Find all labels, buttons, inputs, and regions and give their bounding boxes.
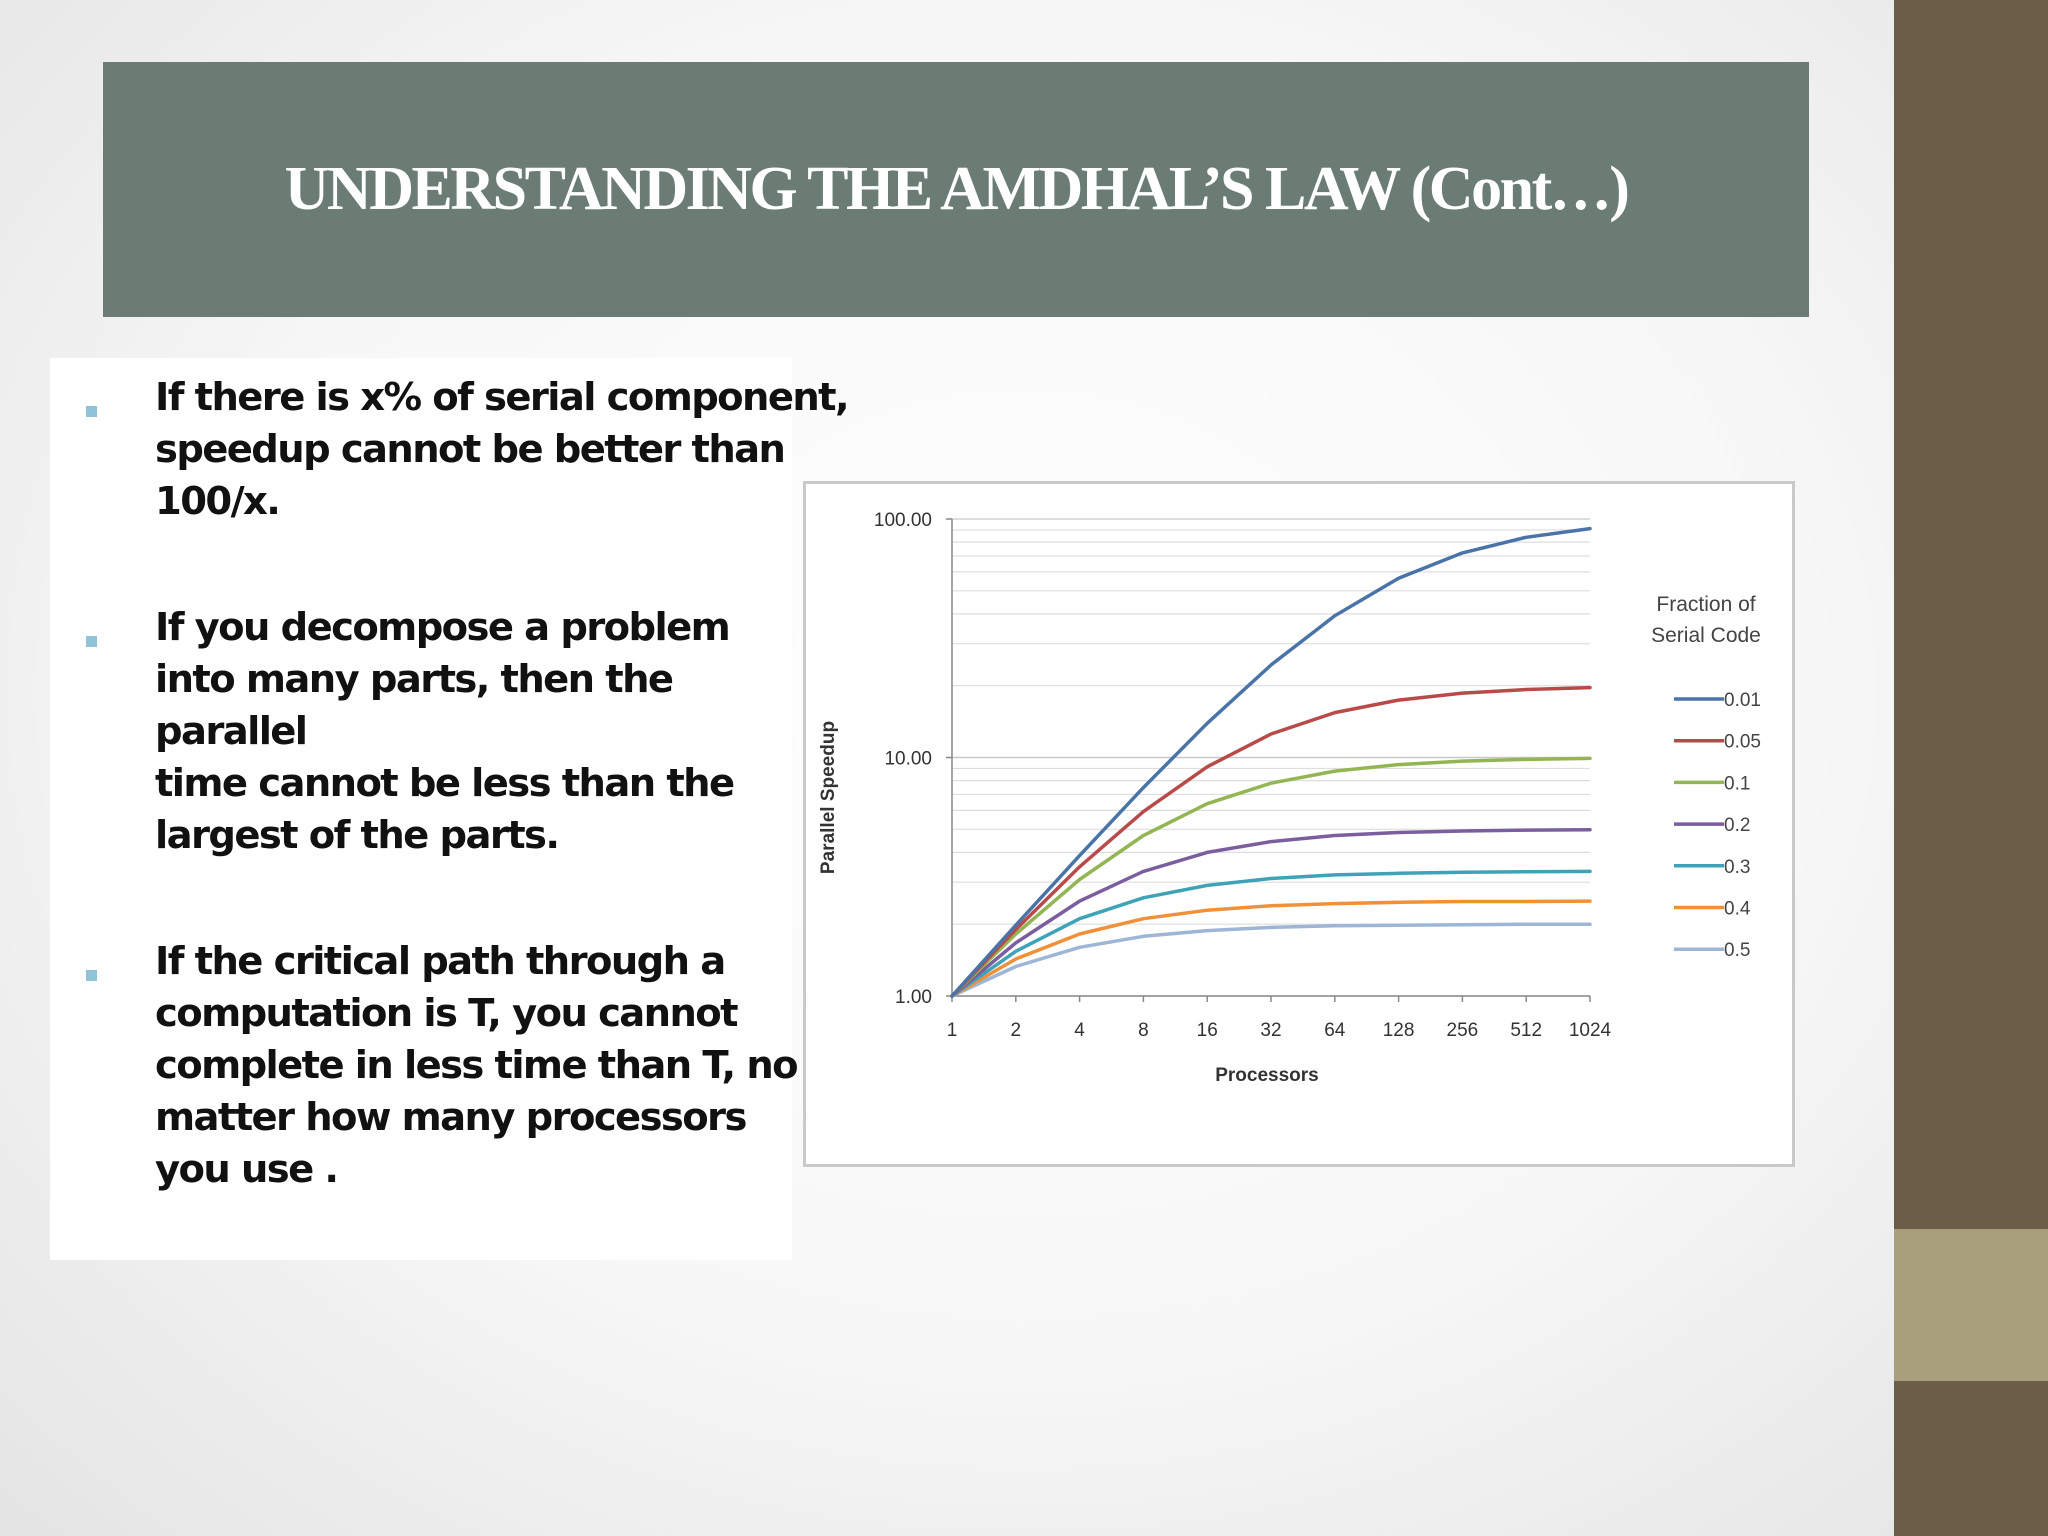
x-tick-label: 1 [947, 1020, 958, 1041]
series-line-0-2 [950, 827, 1592, 998]
legend-label: 0.1 [1724, 773, 1750, 794]
y-axis-title: Parallel Speedup [818, 721, 839, 874]
x-tick-label: 4 [1074, 1020, 1085, 1041]
x-tick-label: 8 [1138, 1020, 1149, 1041]
bullet-text: If you decompose a problem into many par… [155, 605, 735, 858]
legend-title: Fraction of [1656, 593, 1755, 616]
series-line-0-01 [950, 526, 1592, 998]
x-tick-label: 2 [1011, 1020, 1022, 1041]
bullet-marker [86, 970, 97, 981]
legend-label: 0.3 [1724, 857, 1750, 878]
legend-label: 0.4 [1724, 899, 1751, 920]
bullet-marker [86, 406, 97, 417]
series-line-0-05 [950, 685, 1592, 998]
slide-title: UNDERSTANDING THE AMDHAL’S LAW (Cont…) [284, 155, 1630, 223]
series-line-0-4 [950, 899, 1592, 998]
x-axis-title: Processors [1215, 1065, 1319, 1086]
series-line-0-3 [950, 869, 1592, 998]
bullet-text: If the critical path through a computati… [155, 939, 799, 1192]
x-tick-label: 1024 [1569, 1020, 1612, 1041]
x-tick-label: 64 [1324, 1020, 1346, 1041]
y-tick-label: 10.00 [884, 749, 932, 770]
y-tick-label: 1.00 [895, 987, 932, 1008]
bullet-list-panel: If there is x% of serial component, spee… [50, 358, 850, 1260]
x-tick-label: 128 [1383, 1020, 1415, 1041]
x-tick-label: 512 [1510, 1020, 1542, 1041]
y-tick-label: 100.00 [874, 510, 932, 531]
x-tick-label: 256 [1447, 1020, 1479, 1041]
series-line-0-1 [950, 756, 1592, 998]
bullet-text: If there is x% of serial component, spee… [155, 375, 850, 524]
sidebar-accent-light [1894, 1229, 2048, 1381]
legend-title: Serial Code [1651, 624, 1761, 647]
x-tick-label: 32 [1260, 1020, 1281, 1041]
legend-label: 0.01 [1724, 690, 1761, 711]
chart-canvas: 1.00 10.00 100.00 1 2 4 8 16 32 64 128 256 512 1024 Pr… [818, 510, 1761, 1086]
legend-label: 0.5 [1724, 940, 1750, 961]
speedup-chart: 1.00 10.00 100.00 1 2 4 8 16 32 64 128 256 512 1024 Pr… [803, 481, 1795, 1167]
title-banner: UNDERSTANDING THE AMDHAL’S LAW (Cont…) [103, 62, 1809, 317]
series-line-0-5 [950, 922, 1592, 998]
bullet-marker [86, 636, 97, 647]
x-tick-label: 16 [1197, 1020, 1218, 1041]
legend-label: 0.05 [1724, 732, 1761, 753]
legend-label: 0.2 [1724, 815, 1750, 836]
